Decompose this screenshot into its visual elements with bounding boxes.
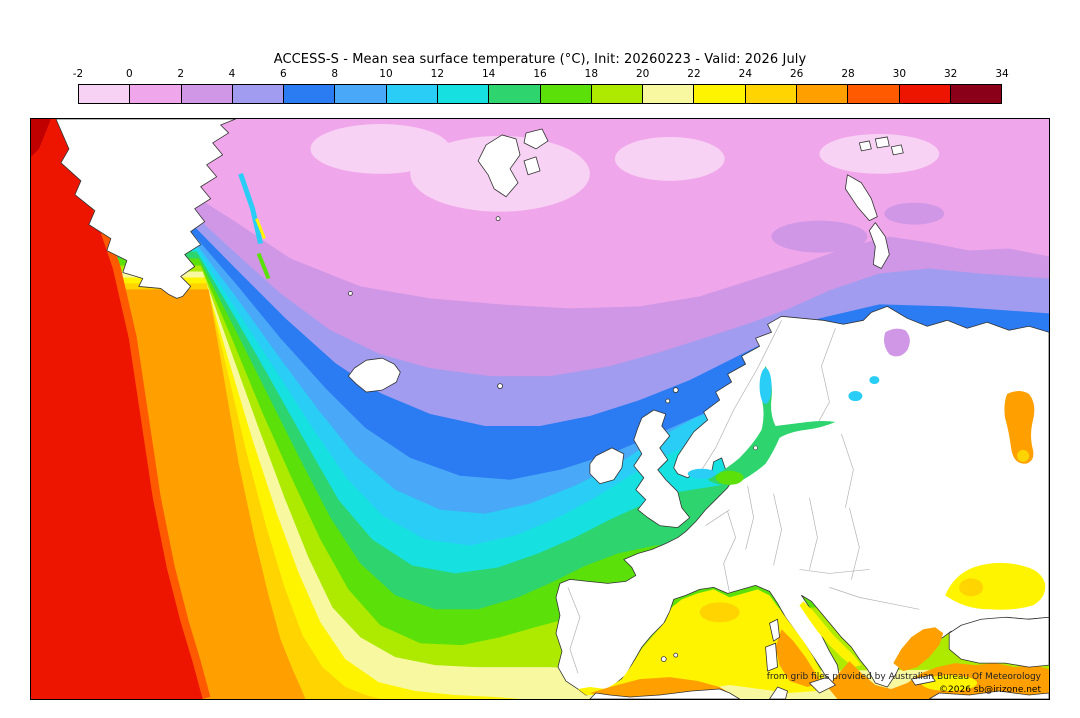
colorbar-ticks: -2 0 2 4 6 8 10 12 14 16 18 20 22 24 26 28 30 32 34 <box>73 68 1009 81</box>
colorbar-cell <box>79 85 131 103</box>
colorbar-cell <box>335 85 387 103</box>
map-title: ACCESS-S - Mean sea surface temperature … <box>273 52 807 67</box>
colorbar-cell <box>284 85 336 103</box>
colorbar-cell <box>643 85 695 103</box>
colorbar-tick: 16 <box>533 68 547 80</box>
colorbar-cell <box>848 85 900 103</box>
colorbar-cell <box>694 85 746 103</box>
colorbar-cell <box>950 85 1002 103</box>
colorbar-cell <box>899 85 951 103</box>
colorbar-cell <box>745 85 797 103</box>
colorbar-tick: 28 <box>841 68 855 80</box>
sst-map-canvas <box>31 119 1049 699</box>
colorbar-tick: 14 <box>481 68 496 80</box>
colorbar <box>78 84 1002 104</box>
colorbar-tick: 24 <box>738 68 753 80</box>
colorbar-cell <box>386 85 438 103</box>
colorbar-cell <box>489 85 541 103</box>
colorbar-tick: 26 <box>789 68 804 80</box>
colorbar-tick: 20 <box>635 68 650 80</box>
sst-map: from grib files provided by Australian B… <box>30 118 1050 700</box>
colorbar-tick: 30 <box>892 68 907 80</box>
colorbar-tick: -2 <box>72 68 84 80</box>
colorbar-tick: 34 <box>995 68 1009 80</box>
map-copyright: ©2026 sb@irizone.net <box>939 685 1041 695</box>
colorbar-cell <box>437 85 490 103</box>
colorbar-tick: 4 <box>228 68 236 80</box>
colorbar-tick: 18 <box>584 68 599 80</box>
colorbar-tick: 22 <box>687 68 701 80</box>
colorbar-tick: 6 <box>279 68 287 80</box>
colorbar-tick: 8 <box>331 68 338 80</box>
colorbar-cell <box>181 85 233 103</box>
colorbar-cell <box>796 85 849 103</box>
colorbar-tick: 2 <box>177 68 184 80</box>
colorbar-cell <box>591 85 644 103</box>
map-attribution: from grib files provided by Australian B… <box>766 672 1041 682</box>
colorbar-cell <box>130 85 182 103</box>
colorbar-cell <box>232 85 285 103</box>
colorbar-tick: 12 <box>430 68 445 80</box>
colorbar-tick: 10 <box>379 68 393 80</box>
colorbar-tick: 32 <box>943 68 958 80</box>
colorbar-cell <box>540 85 592 103</box>
colorbar-tick: 0 <box>125 68 133 80</box>
